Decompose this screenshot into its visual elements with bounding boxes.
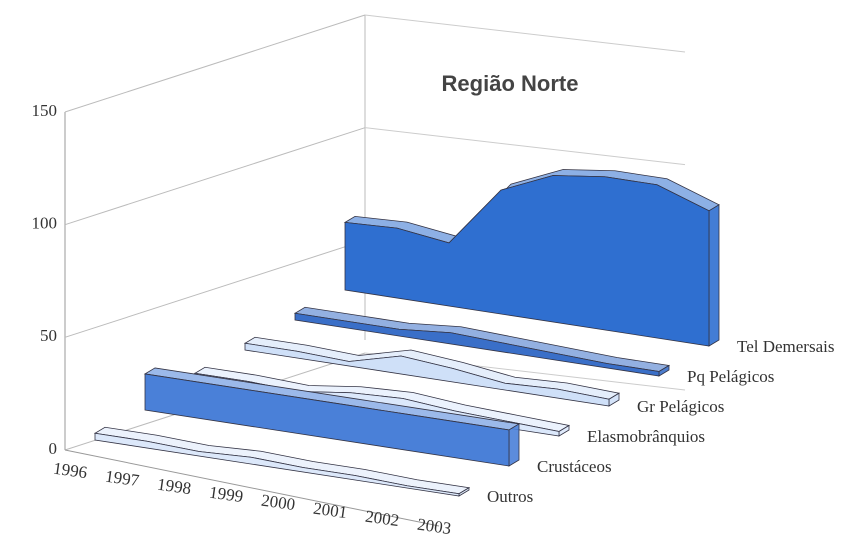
x-tick-label: 2000	[260, 491, 296, 515]
x-tick-label: 1998	[156, 475, 192, 499]
area	[94, 432, 460, 497]
grid-line	[364, 14, 686, 53]
area	[144, 373, 510, 467]
area-side	[508, 423, 520, 467]
area	[344, 175, 710, 347]
y-tick-label: 150	[32, 101, 58, 120]
x-tick-label: 1999	[208, 483, 244, 507]
grid-line	[64, 239, 366, 338]
legend-label: Outros	[487, 487, 533, 506]
y-tick-label: 100	[32, 214, 58, 233]
x-tick-label: 2003	[416, 515, 452, 539]
y-tick-label: 50	[40, 326, 57, 345]
area	[244, 342, 610, 407]
area-side	[708, 204, 720, 347]
legend-label: Gr Pelágicos	[637, 397, 724, 416]
legend-label: Pq Pelágicos	[687, 367, 774, 386]
grid-line	[64, 14, 366, 113]
y-tick-label: 0	[49, 439, 58, 458]
x-tick-label: 2001	[312, 499, 348, 523]
legend-label: Tel Demersais	[737, 337, 834, 356]
x-tick-label: 1996	[52, 459, 88, 483]
legend-label: Crustáceos	[537, 457, 612, 476]
x-tick-label: 2002	[364, 507, 400, 531]
area	[294, 312, 660, 377]
grid-line	[364, 127, 686, 166]
legend-label: Elasmobrânquios	[587, 427, 705, 446]
grid-line	[64, 127, 366, 226]
floor-edge	[64, 449, 440, 527]
x-tick-label: 1997	[104, 467, 141, 491]
chart-title: Região Norte	[442, 71, 579, 96]
